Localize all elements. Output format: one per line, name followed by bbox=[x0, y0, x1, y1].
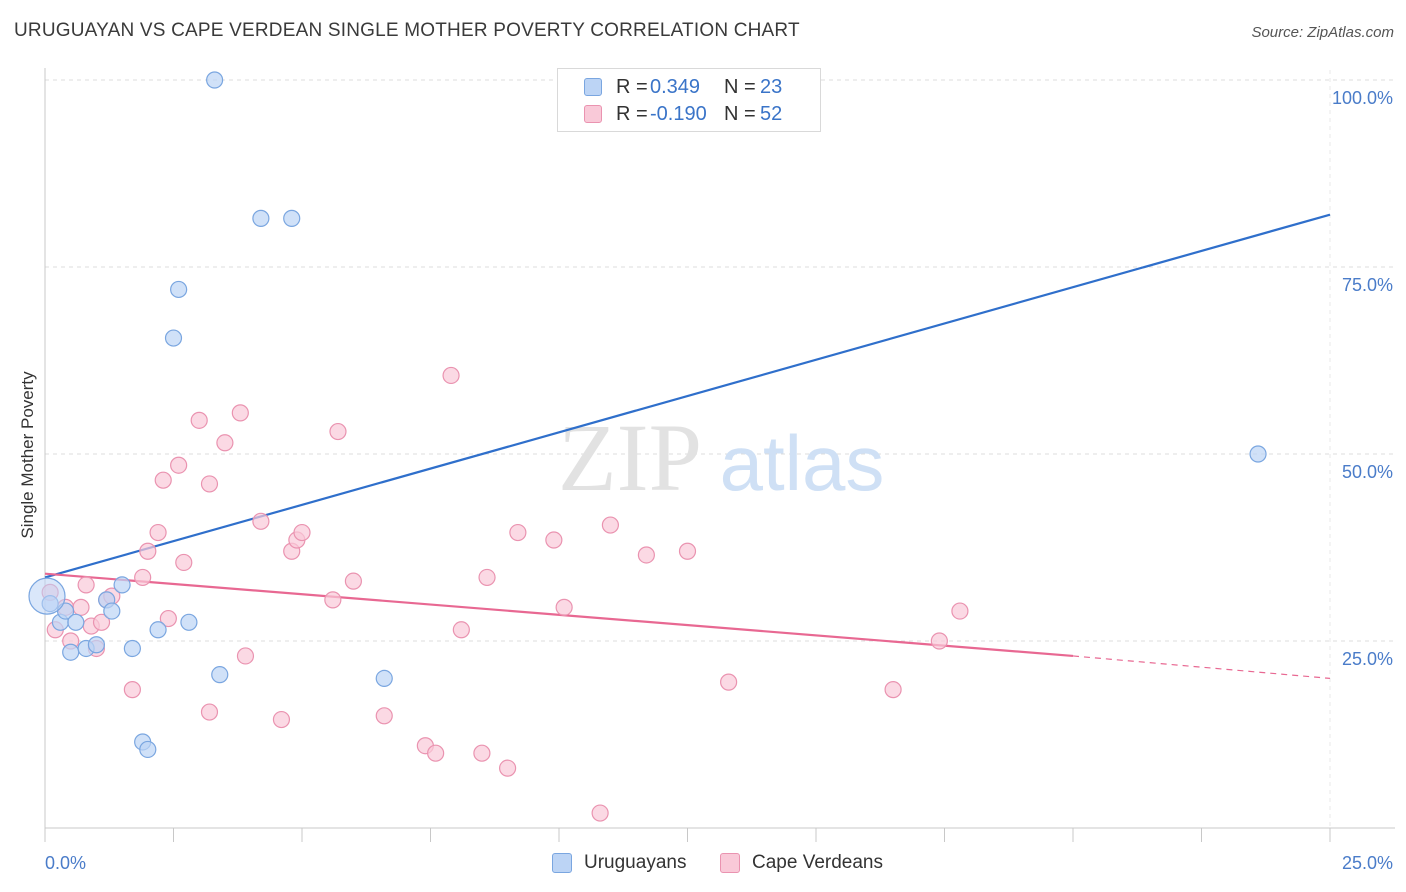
point-capeverdeans bbox=[951, 602, 969, 620]
point-uruguayans bbox=[211, 666, 229, 684]
point-capeverdeans bbox=[231, 404, 249, 422]
point-capeverdeans bbox=[344, 572, 362, 590]
legend-r-label: R = bbox=[616, 102, 648, 125]
point-capeverdeans bbox=[601, 516, 620, 534]
point-capeverdeans bbox=[499, 759, 517, 777]
point-capeverdeans bbox=[272, 710, 291, 729]
trend-line-capeverdeans-extension bbox=[1072, 655, 1331, 679]
point-capeverdeans bbox=[930, 632, 948, 650]
point-capeverdeans bbox=[555, 598, 573, 616]
point-capeverdeans bbox=[159, 609, 177, 628]
point-capeverdeans bbox=[216, 434, 234, 452]
point-capeverdeans bbox=[92, 613, 111, 631]
legend-r-value: -0.190 bbox=[650, 102, 707, 125]
point-uruguayans bbox=[139, 740, 157, 759]
legend-n-value: 52 bbox=[760, 102, 783, 125]
point-capeverdeans bbox=[190, 411, 208, 429]
point-capeverdeans bbox=[375, 707, 393, 725]
labels-layer: 100.0% 75.0% 50.0% 25.0% 0.0% 25.0% bbox=[45, 88, 1393, 873]
point-capeverdeans bbox=[200, 475, 219, 493]
point-uruguayans bbox=[164, 329, 183, 347]
point-capeverdeans bbox=[427, 744, 445, 762]
correlation-legend: R = 0.349 N = 23 R = -0.190 N = 52 bbox=[557, 68, 821, 132]
legend-swatch-capeverdeans bbox=[720, 853, 740, 873]
legend-swatch-capeverdeans bbox=[584, 105, 602, 123]
point-uruguayans bbox=[375, 669, 393, 688]
point-capeverdeans bbox=[252, 512, 270, 530]
point-cluster-origin bbox=[28, 577, 66, 615]
point-capeverdeans bbox=[329, 422, 347, 441]
legend-swatch-uruguayans bbox=[584, 78, 602, 96]
point-uruguayans bbox=[103, 602, 121, 620]
legend-r-value: 0.349 bbox=[650, 75, 701, 98]
point-capeverdeans bbox=[175, 553, 193, 572]
point-uruguayans bbox=[62, 643, 80, 661]
point-capeverdeans bbox=[545, 531, 563, 549]
point-capeverdeans bbox=[442, 366, 460, 385]
point-capeverdeans bbox=[149, 523, 167, 542]
point-uruguayans bbox=[67, 613, 85, 631]
trend-line-uruguayans bbox=[44, 213, 1331, 579]
x-tick-label: 25.0% bbox=[1342, 853, 1393, 873]
legend-row-capeverdeans: R = -0.190 N = 52 bbox=[584, 102, 782, 126]
point-capeverdeans bbox=[236, 647, 255, 665]
point-capeverdeans bbox=[134, 568, 152, 587]
point-capeverdeans bbox=[154, 471, 172, 489]
source-label: Source: ZipAtlas.com bbox=[1251, 24, 1394, 41]
legend-label-capeverdeans: Cape Verdeans bbox=[752, 852, 883, 873]
y-tick-label: 50.0% bbox=[1342, 462, 1393, 482]
point-capeverdeans bbox=[123, 681, 141, 699]
legend-item-uruguayans[interactable]: Uruguayans bbox=[552, 852, 686, 874]
point-capeverdeans bbox=[77, 576, 95, 594]
point-uruguayans bbox=[283, 209, 301, 227]
point-capeverdeans bbox=[678, 542, 697, 560]
point-capeverdeans bbox=[324, 591, 342, 609]
y-tick-label: 75.0% bbox=[1342, 275, 1393, 295]
point-uruguayans bbox=[123, 639, 141, 658]
watermark: ZIP atlas bbox=[558, 404, 884, 511]
point-capeverdeans bbox=[72, 598, 90, 616]
point-capeverdeans bbox=[293, 523, 311, 542]
legend-r-label: R = bbox=[616, 75, 648, 98]
y-tick-label: 100.0% bbox=[1332, 88, 1393, 108]
point-capeverdeans bbox=[884, 681, 902, 699]
axes-layer bbox=[44, 68, 1395, 842]
legend-label-uruguayans: Uruguayans bbox=[584, 852, 687, 873]
point-uruguayans bbox=[206, 71, 224, 89]
point-capeverdeans bbox=[637, 546, 655, 564]
point-capeverdeans bbox=[591, 804, 609, 822]
point-capeverdeans bbox=[720, 673, 738, 691]
point-capeverdeans bbox=[170, 456, 188, 474]
legend-swatch-uruguayans bbox=[552, 853, 572, 873]
point-capeverdeans bbox=[473, 744, 491, 762]
trend-line-capeverdeans bbox=[44, 572, 1074, 658]
point-uruguayans bbox=[149, 621, 167, 639]
watermark-zip: ZIP bbox=[558, 404, 702, 511]
point-capeverdeans bbox=[478, 568, 496, 587]
point-uruguayans bbox=[252, 209, 270, 227]
legend-item-capeverdeans[interactable]: Cape Verdeans bbox=[720, 852, 883, 874]
point-capeverdeans bbox=[509, 523, 527, 542]
legend-n-label: N = bbox=[724, 102, 756, 125]
legend-n-label: N = bbox=[724, 75, 756, 98]
point-capeverdeans bbox=[452, 621, 470, 639]
legend-n-value: 23 bbox=[760, 75, 783, 98]
y-axis-label: Single Mother Poverty bbox=[18, 371, 37, 539]
legend-row-uruguayans: R = 0.349 N = 23 bbox=[584, 75, 782, 99]
point-uruguayans bbox=[170, 280, 188, 299]
series-legend: Uruguayans Cape Verdeans bbox=[0, 852, 1406, 878]
point-capeverdeans bbox=[200, 703, 219, 721]
point-uruguayans bbox=[113, 576, 131, 594]
point-uruguayans bbox=[87, 636, 106, 654]
point-uruguayans bbox=[1249, 445, 1267, 463]
y-tick-label: 25.0% bbox=[1342, 649, 1393, 669]
point-capeverdeans bbox=[139, 542, 157, 560]
watermark-atlas: atlas bbox=[720, 419, 885, 507]
chart-title: URUGUAYAN VS CAPE VERDEAN SINGLE MOTHER … bbox=[14, 20, 800, 41]
x-tick-label: 0.0% bbox=[45, 853, 86, 873]
point-uruguayans bbox=[180, 613, 198, 631]
points-layer bbox=[28, 71, 1267, 822]
